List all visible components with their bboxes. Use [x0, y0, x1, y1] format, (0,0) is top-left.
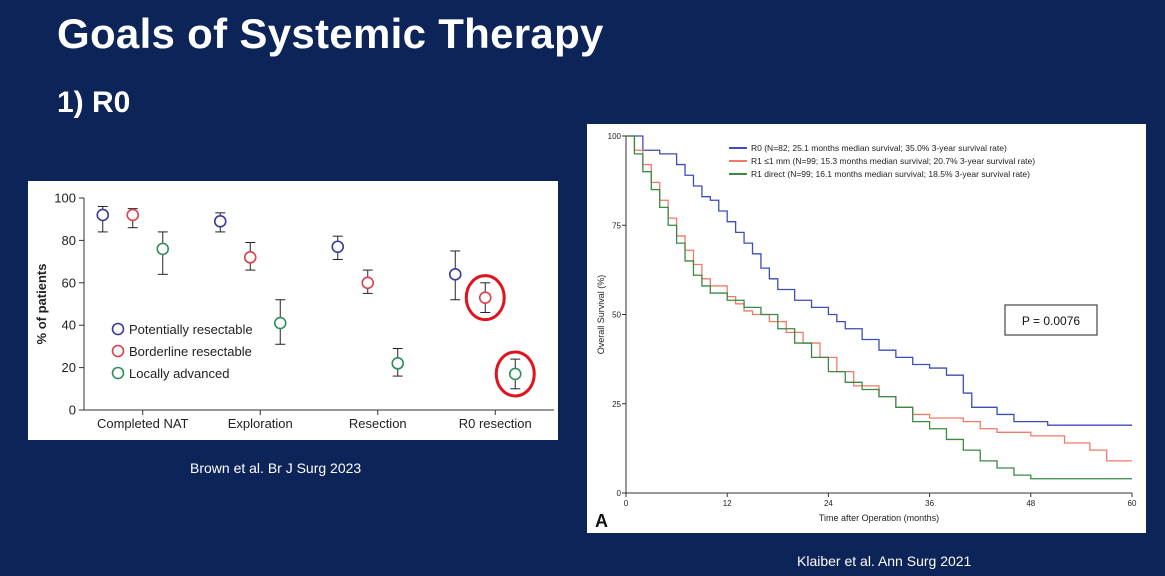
- data-point-0-3: [448, 268, 462, 281]
- x-tick-label-0: Completed NAT: [97, 416, 189, 431]
- x-tick-label-3: R0 resection: [459, 416, 532, 431]
- y-tick-label-4: 80: [62, 233, 76, 248]
- x-tick-label-4: 48: [1026, 499, 1035, 508]
- data-point-1-1: [243, 251, 257, 264]
- p-value-label: P = 0.0076: [1022, 314, 1080, 328]
- caption-right: Klaiber et al. Ann Surg 2021: [797, 553, 972, 569]
- y-tick-label-5: 100: [54, 191, 76, 206]
- legend-label-0: R0 (N=82; 25.1 months median survival; 3…: [751, 143, 1007, 153]
- x-tick-label-2: Resection: [349, 416, 407, 431]
- y-tick-label-1: 25: [612, 400, 621, 409]
- survival-chart: 0 25 50 75 100 0 12 24 36 48 60 Time after Operatio…: [595, 132, 1137, 531]
- x-tick-label-0: 0: [624, 499, 629, 508]
- data-point-1-3: [478, 291, 492, 304]
- y-tick-label-2: 50: [612, 311, 621, 320]
- y-tick-label-0: 0: [69, 403, 76, 418]
- legend-label-0: Potentially resectable: [129, 322, 253, 337]
- y-tick-label-1: 20: [62, 360, 76, 375]
- p-value-box: [1004, 304, 1098, 336]
- x-tick-label-5: 60: [1128, 499, 1137, 508]
- survival-chart-panel: 0 25 50 75 100 0 12 24 36 48 60 Time after Operatio…: [587, 124, 1146, 533]
- legend-label-1: R1 ≤1 mm (N=99; 15.3 months median survi…: [751, 156, 1035, 166]
- slide-subtitle: 1) R0: [57, 86, 131, 119]
- data-point-2-3: [508, 367, 522, 381]
- y-tick-label-3: 75: [612, 221, 621, 230]
- y-axis-label: % of patients: [34, 264, 49, 345]
- survival-curve-2: [626, 135, 1132, 480]
- y-tick-label-0: 0: [617, 489, 622, 498]
- y-axis-label: Overall Survival (%): [596, 275, 606, 355]
- legend-marker-1: [111, 344, 125, 358]
- r0-dot-chart: 0 20 40 60 80 100 Completed NAT Exploration Rese…: [34, 191, 554, 431]
- survival-curve-1: [626, 135, 1132, 462]
- legend-marker-2: [111, 366, 125, 380]
- legend-marker-0: [111, 322, 125, 336]
- caption-left: Brown et al. Br J Surg 2023: [190, 460, 362, 476]
- r0-dot-chart-panel: 0 20 40 60 80 100 Completed NAT Exploration Rese…: [28, 181, 558, 440]
- highlight-circle-0: [464, 274, 506, 322]
- data-point-2-0: [156, 242, 170, 256]
- legend-label-2: R1 direct (N=99; 16.1 months median surv…: [751, 169, 1030, 179]
- data-point-2-2: [391, 357, 405, 370]
- legend-label-2: Locally advanced: [129, 366, 229, 381]
- data-point-0-1: [213, 215, 227, 228]
- legend-label-1: Borderline resectable: [129, 344, 252, 359]
- survival-curve-0: [626, 135, 1132, 426]
- y-tick-label-4: 100: [608, 132, 622, 141]
- y-tick-label-3: 60: [62, 275, 76, 290]
- y-tick-label-2: 40: [62, 318, 76, 333]
- data-point-1-2: [361, 276, 375, 290]
- highlight-circle-1: [494, 350, 536, 398]
- data-point-2-1: [273, 316, 287, 330]
- x-tick-label-2: 24: [824, 499, 833, 508]
- data-point-0-0: [96, 208, 110, 222]
- x-tick-label-3: 36: [925, 499, 934, 508]
- data-point-0-2: [331, 240, 345, 254]
- data-point-1-0: [126, 208, 140, 222]
- x-tick-label-1: 12: [723, 499, 732, 508]
- x-axis-label: Time after Operation (months): [819, 513, 939, 523]
- slide-title: Goals of Systemic Therapy: [57, 10, 604, 57]
- panel-label: A: [595, 511, 608, 531]
- x-tick-label-1: Exploration: [228, 416, 293, 431]
